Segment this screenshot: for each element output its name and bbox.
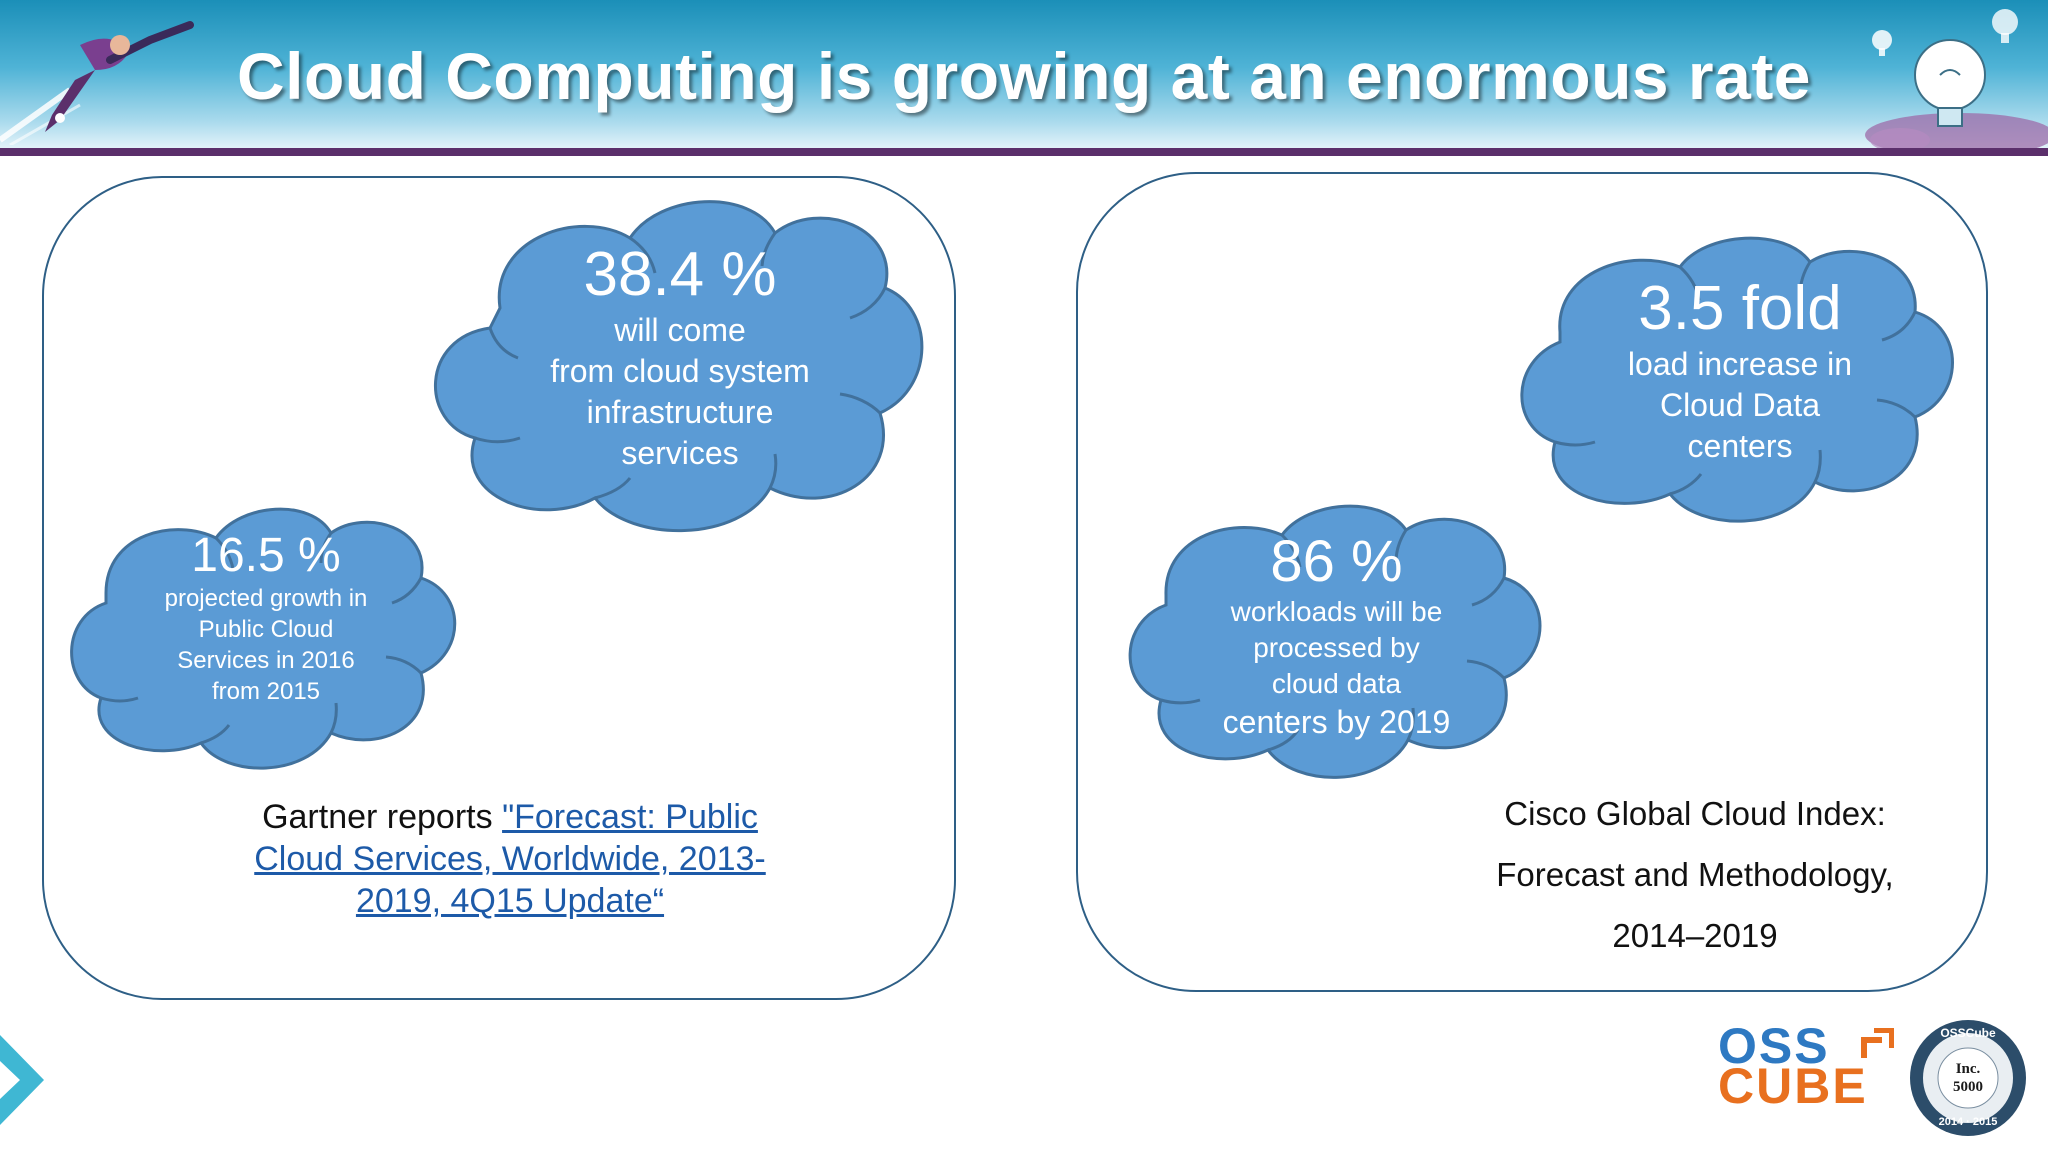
badge-bottom-text: 2014 · 2015 xyxy=(1938,1116,1998,1128)
slide-header: Cloud Computing is growing at an enormou… xyxy=(0,0,2048,150)
source-line: 2014–2019 xyxy=(1612,917,1778,954)
cloud-shape xyxy=(1520,236,1954,523)
lightbulb-icon xyxy=(1865,9,2048,150)
cloud-text-line: Cloud Data xyxy=(1659,387,1821,423)
cloud-callout-86-percent: 86 % workloads will be processed by clou… xyxy=(1124,500,1549,785)
slide-title: Cloud Computing is growing at an enormou… xyxy=(236,39,1812,113)
cloud-shape xyxy=(433,200,924,532)
logo-bracket-icon xyxy=(1861,1028,1894,1058)
logo-top-text: OSS xyxy=(1718,1018,1830,1074)
cisco-source: Cisco Global Cloud Index: Forecast and M… xyxy=(1430,783,1960,966)
cloud-text-line: Public Cloud xyxy=(198,616,334,643)
gartner-report-link[interactable]: "Forecast: Public Cloud Services, Worldwi… xyxy=(254,798,766,920)
superhero-icon xyxy=(0,21,194,145)
cloud-text-line: processed by xyxy=(1253,632,1420,663)
source-line: Forecast and Methodology, xyxy=(1496,856,1894,893)
inc5000-badge: OSSCube Inc. 5000 2014 · 2015 xyxy=(1908,1018,2028,1138)
cloud-text-line: cloud data xyxy=(1271,668,1402,699)
cloud-headline: 16.5 % xyxy=(191,529,341,582)
gartner-source: Gartner reports "Forecast: Public Cloud S… xyxy=(200,796,820,922)
cloud-text-line: infrastructure xyxy=(586,394,774,430)
cloud-text-line: Services in 2016 xyxy=(177,647,355,674)
source-prefix: Gartner reports xyxy=(262,798,503,836)
logo-bottom-text: CUBE xyxy=(1718,1058,1868,1114)
link-text-line: 2019, 4Q15 Update“ xyxy=(355,882,665,920)
cloud-callout-38-percent: 38.4 % will come from cloud system infra… xyxy=(430,198,930,536)
cloud-callout-16-percent: 16.5 % projected growth in Public Cloud … xyxy=(66,503,466,773)
cloud-text-line: will come xyxy=(614,312,746,348)
badge-top-text: OSSCube xyxy=(1940,1026,1996,1040)
header-divider xyxy=(0,148,2048,156)
cloud-text-line: from 2015 xyxy=(211,678,321,705)
chevron-right-icon[interactable] xyxy=(0,1035,46,1125)
cloud-shape xyxy=(1128,504,1542,779)
cloud-callout-3-5-fold: 3.5 fold load increase in Cloud Data cen… xyxy=(1515,232,1965,532)
badge-center-text: Inc. 5000 xyxy=(1953,1061,1983,1095)
cloud-text-line: workloads will be xyxy=(1230,596,1443,627)
link-text-line: "Forecast: Public xyxy=(502,798,758,836)
cloud-headline: 3.5 fold xyxy=(1638,274,1842,343)
cloud-text-line: centers xyxy=(1687,428,1793,464)
source-line: Cisco Global Cloud Index: xyxy=(1504,795,1886,832)
cloud-text-line: services xyxy=(621,435,739,471)
cloud-text-line: projected growth in xyxy=(164,585,368,612)
cloud-headline: 86 % xyxy=(1270,529,1403,594)
osscube-logo: OSS CUBE xyxy=(1718,1018,1868,1114)
cloud-shape xyxy=(70,507,457,770)
cloud-text-line: load increase in xyxy=(1627,346,1853,382)
cloud-headline: 38.4 % xyxy=(583,240,777,309)
cloud-text-line: centers by 2019 xyxy=(1222,704,1451,740)
cloud-text-line: from cloud system xyxy=(550,353,810,389)
link-text-line: Cloud Services, Worldwide, 2013- xyxy=(254,840,766,878)
